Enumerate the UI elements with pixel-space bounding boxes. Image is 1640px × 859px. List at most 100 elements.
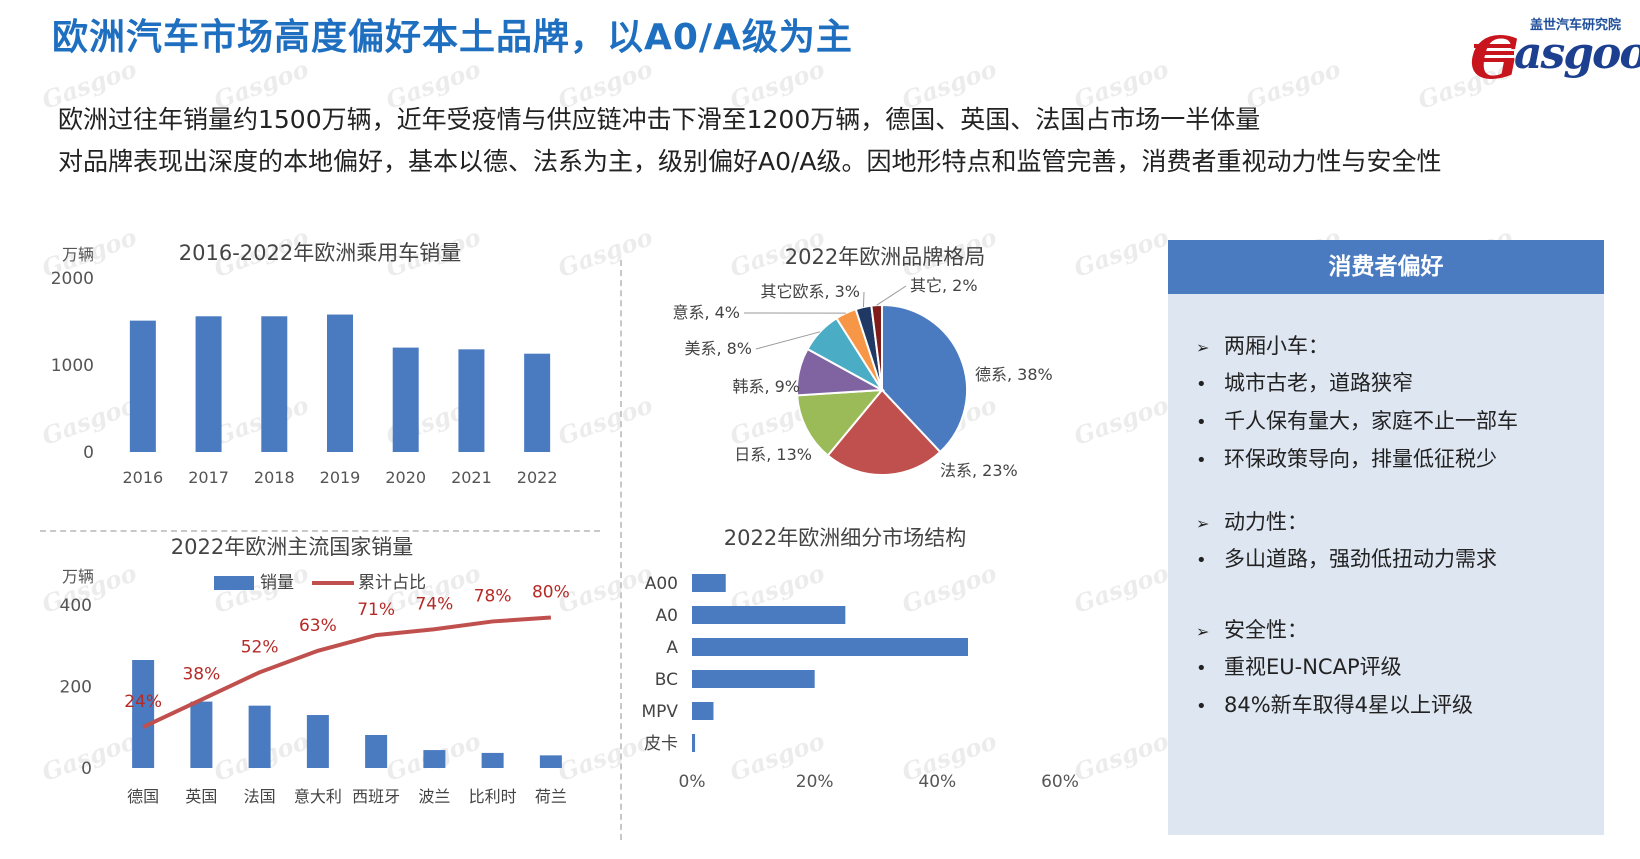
logo-cn-text: 盖世汽车研究院: [1530, 18, 1622, 33]
y-tick-label: BC: [655, 670, 678, 690]
bar: [327, 314, 353, 452]
bar: [692, 702, 714, 720]
logo-en-text: asgoo: [1514, 28, 1640, 79]
x-tick-label: 波兰: [418, 787, 450, 806]
bar: [392, 347, 419, 452]
x-tick-label: 2022: [517, 468, 558, 487]
leader-line: [755, 331, 821, 350]
bullet-icon: •: [1196, 696, 1207, 717]
y-tick-label: A: [666, 638, 678, 658]
bar: [524, 353, 551, 452]
x-tick-label: 60%: [1041, 772, 1079, 792]
chart-title: 2022年欧洲品牌格局: [785, 245, 985, 269]
bar: [481, 752, 504, 768]
line-data-label: 24%: [124, 692, 162, 712]
y-tick-label: 0: [83, 443, 94, 463]
x-tick-label: 比利时: [469, 787, 517, 806]
x-tick-label: 意大利: [294, 787, 342, 806]
pref-heading: ➢ 动力性：: [1196, 504, 1497, 540]
arrow-bullet-icon: ➢: [1196, 338, 1210, 357]
bar: [365, 734, 388, 768]
y-axis-unit: 万辆: [62, 245, 94, 264]
brand-share-pie-chart: 2022年欧洲品牌格局 德系, 38% 法系, 23% 日系, 13% 韩系, 9% 美…: [672, 245, 1053, 480]
legend-label-cumulative: 累计占比: [358, 573, 426, 593]
x-tick-label: 荷兰: [535, 787, 567, 806]
line-data-label: 71%: [357, 600, 395, 620]
legend-bar-swatch: [214, 576, 254, 590]
pie-slice-label: 其它, 2%: [910, 276, 978, 295]
horizontal-divider: [40, 530, 600, 532]
logo-g-letter: G: [1470, 24, 1520, 92]
pie-slice-label: 意系, 4%: [672, 303, 740, 322]
bar: [261, 316, 288, 452]
bar: [129, 320, 156, 452]
x-tick-label: 0%: [679, 772, 706, 792]
pie-slice-label: 美系, 8%: [684, 339, 752, 358]
chart-title: 2022年欧洲主流国家销量: [171, 535, 413, 559]
x-tick-label: 2017: [188, 468, 229, 487]
x-tick-label: 2019: [320, 468, 361, 487]
leader-line: [862, 291, 865, 308]
x-tick-label: 法国: [244, 787, 276, 806]
logo-bars-icon: [1474, 44, 1514, 66]
pie-slice: [881, 303, 968, 454]
line-data-label: 80%: [532, 583, 570, 603]
x-tick-label: 德国: [127, 787, 159, 806]
x-tick-label: 40%: [918, 772, 956, 792]
bar: [692, 574, 726, 592]
x-tick-label: 2020: [385, 468, 426, 487]
pie-slice: [796, 388, 885, 457]
line-data-label: 74%: [415, 594, 453, 614]
y-tick-label: A0: [656, 606, 678, 626]
panel-title: 消费者偏好: [1168, 240, 1604, 294]
bullet-icon: •: [1196, 450, 1207, 471]
bar: [692, 670, 815, 688]
pie-slice: [826, 388, 942, 476]
y-tick-label: 400: [60, 596, 92, 616]
bar: [306, 715, 329, 768]
x-tick-label: 2016: [122, 468, 163, 487]
x-tick-label: 20%: [796, 772, 834, 792]
chart-title: 2016-2022年欧洲乘用车销量: [179, 241, 461, 265]
pref-item: • 城市古老，道路狭窄: [1196, 364, 1518, 402]
x-tick-label: 2021: [451, 468, 492, 487]
bar: [190, 701, 213, 768]
pie-slice-label: 韩系, 9%: [732, 377, 800, 396]
line-data-label: 38%: [182, 665, 220, 685]
pref-item: • 千人保有量大，家庭不止一部车: [1196, 402, 1518, 440]
arrow-bullet-icon: ➢: [1196, 514, 1210, 533]
pie-slice-label: 法系, 23%: [940, 461, 1018, 480]
description-line-2: 对品牌表现出深度的本地偏好，基本以德、法系为主，级别偏好A0/A级。因地形特点和…: [58, 147, 1442, 176]
pie-slice-label: 德系, 38%: [975, 365, 1053, 384]
pref-item: • 重视EU-NCAP评级: [1196, 648, 1473, 686]
bar: [692, 638, 968, 656]
chart-title: 2022年欧洲细分市场结构: [724, 526, 966, 550]
x-tick-label: 2018: [254, 468, 295, 487]
arrow-bullet-icon: ➢: [1196, 622, 1210, 641]
gasgoo-logo: 盖世汽车研究院 G asgoo: [1470, 14, 1640, 92]
pref-group-small-car: ➢ 两厢小车： • 城市古老，道路狭窄 • 千人保有量大，家庭不止一部车 • 环保政策导…: [1196, 328, 1518, 478]
bullet-icon: •: [1196, 658, 1207, 679]
y-tick-label: 200: [60, 678, 92, 698]
line-data-label: 63%: [299, 616, 337, 636]
bar: [692, 734, 696, 752]
y-axis-unit: 万辆: [62, 567, 94, 586]
bar: [248, 705, 271, 768]
cumulative-share-line: [142, 615, 552, 729]
y-tick-label: A00: [645, 574, 678, 594]
y-tick-label: 1000: [51, 356, 94, 376]
y-tick-label: 0: [81, 759, 92, 779]
consumer-preference-panel: 消费者偏好 ➢ 两厢小车： • 城市古老，道路狭窄 • 千人保有量大，家庭不止一部车 …: [1168, 240, 1604, 835]
pref-heading: ➢ 两厢小车：: [1196, 328, 1518, 364]
bar: [195, 316, 222, 452]
pref-group-safety: ➢ 安全性： • 重视EU-NCAP评级 • 84%新车取得4星以上评级: [1196, 612, 1473, 724]
bar: [539, 755, 562, 768]
legend-label-sales: 销量: [260, 573, 294, 593]
bullet-icon: •: [1196, 550, 1207, 571]
pref-group-power: ➢ 动力性： • 多山道路，强劲低扭动力需求: [1196, 504, 1497, 578]
y-tick-label: MPV: [641, 702, 678, 722]
x-tick-label: 西班牙: [352, 787, 400, 806]
bar: [423, 750, 446, 768]
bullet-icon: •: [1196, 374, 1207, 395]
page-title: 欧洲汽车市场高度偏好本土品牌，以A0/A级为主: [52, 17, 853, 58]
